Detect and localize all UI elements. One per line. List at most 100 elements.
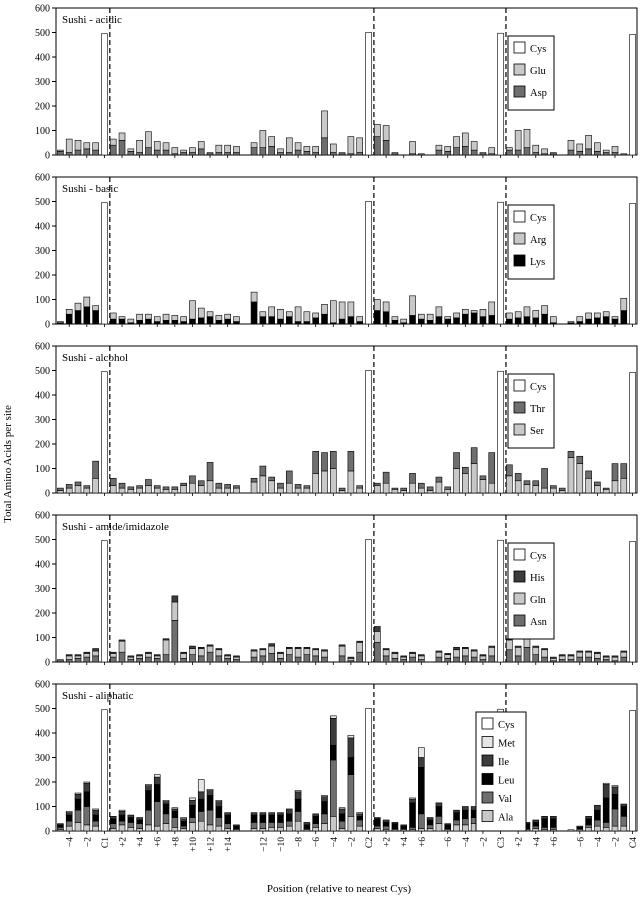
bar-ile--10 xyxy=(277,812,284,816)
bar-asn--3 xyxy=(470,656,478,663)
bar-thr--3 xyxy=(74,481,82,486)
bar-val-+5 xyxy=(409,827,416,831)
bar-ser-+3 xyxy=(127,489,135,494)
legend-swatch-met xyxy=(481,736,494,748)
legend-swatch-asn xyxy=(513,614,526,627)
bar-his-+4 xyxy=(400,655,408,658)
bar-gln-+1 xyxy=(506,639,513,651)
x-tick-label: +4 xyxy=(136,837,146,847)
bar-ser-+13 xyxy=(215,487,223,494)
bar-asp--1 xyxy=(356,152,363,156)
bar-ile--6 xyxy=(312,813,319,817)
bar-his--10 xyxy=(277,651,284,654)
bar-thr--2 xyxy=(611,463,619,482)
bar-thr--11 xyxy=(268,476,275,482)
bar-arg-+3 xyxy=(523,306,531,317)
y-tick-label: 400 xyxy=(35,222,50,233)
bar-thr-+9 xyxy=(180,482,187,486)
legend-swatch-val xyxy=(481,791,494,804)
bar-asn--4 xyxy=(65,659,73,663)
bar-arg-+6 xyxy=(418,313,425,320)
bar-met--3 xyxy=(602,782,610,785)
bar-ala-+13 xyxy=(215,825,223,832)
bar-glu--5 xyxy=(321,110,328,139)
bar-thr--5 xyxy=(321,452,328,472)
bar-lys-+5 xyxy=(145,318,152,325)
bar-thr--7 xyxy=(567,451,575,458)
bar-val-+8 xyxy=(171,817,179,828)
bar-glu--3 xyxy=(470,141,478,151)
bar-gln--7 xyxy=(435,651,443,658)
bar-lys--1 xyxy=(356,321,363,325)
y-tick-label: 400 xyxy=(35,53,50,64)
bar-gln--3 xyxy=(338,645,346,657)
bar-val--2 xyxy=(347,774,355,817)
bar-asn-+12 xyxy=(206,651,214,663)
bar-ala--1 xyxy=(620,825,628,832)
legend-swatch-gln xyxy=(513,592,526,605)
bar-his-+15 xyxy=(233,655,240,658)
bar-ile--3 xyxy=(338,808,346,815)
bar-asn-+9 xyxy=(180,658,187,663)
x-tick-label: +6 xyxy=(418,837,428,847)
bar-asp--5 xyxy=(585,148,592,156)
bar-ala-+14 xyxy=(224,828,231,832)
bar-his-+5 xyxy=(145,651,152,654)
bar-leu-+5 xyxy=(541,818,548,828)
y-tick-label: 100 xyxy=(35,126,50,137)
bar-lys--4 xyxy=(65,313,73,325)
bar-arg--3 xyxy=(74,302,82,311)
bar-val-+3 xyxy=(127,822,135,828)
x-tick-label: C3 xyxy=(497,837,507,848)
bar-ile--5 xyxy=(453,809,460,813)
legend-label-ile: Ile xyxy=(498,757,509,768)
y-tick-label: 600 xyxy=(35,680,50,691)
bar-asn-+3 xyxy=(127,659,135,663)
legend-label-thr: Thr xyxy=(530,404,546,415)
y-tick-label: 100 xyxy=(35,464,50,475)
y-tick-label: 0 xyxy=(45,320,50,331)
bar-his--1 xyxy=(356,640,363,643)
bar-asp--1 xyxy=(92,149,99,156)
bar-ala--4 xyxy=(594,825,601,832)
bar-val-+6 xyxy=(153,801,161,827)
bar-ser--1 xyxy=(92,477,99,494)
bar-met--2 xyxy=(611,785,619,788)
bar-val-+11 xyxy=(197,811,205,822)
bar-ser-+4 xyxy=(532,485,540,494)
bar-ser-+1 xyxy=(109,485,117,494)
bar-gln--6 xyxy=(312,649,319,657)
bar-leu--6 xyxy=(444,824,452,829)
bar-ala--2 xyxy=(347,815,355,832)
bar-gln-+6 xyxy=(418,655,425,660)
bar-lys-+6 xyxy=(153,321,161,325)
bar-his--4 xyxy=(462,646,469,649)
bar-gln-+3 xyxy=(391,653,399,659)
bar-asp--4 xyxy=(594,151,601,156)
y-tick-label: 200 xyxy=(35,102,50,113)
bar-val--4 xyxy=(462,818,469,826)
y-tick-label: 200 xyxy=(35,609,50,620)
bar-arg--8 xyxy=(294,306,302,322)
bar-ala--7 xyxy=(435,823,443,832)
bar-cys-C2 xyxy=(365,32,372,156)
bar-arg--2 xyxy=(83,296,91,308)
bar-leu--2 xyxy=(83,791,91,807)
bar-asp-+15 xyxy=(233,152,240,156)
bar-asp--4 xyxy=(330,152,337,156)
bar-val--2 xyxy=(611,808,619,827)
bar-lys-+11 xyxy=(197,317,205,325)
bar-gln--12 xyxy=(259,649,267,657)
bar-gln-+6 xyxy=(550,658,557,662)
bar-leu-+3 xyxy=(127,817,135,823)
bar-arg--9 xyxy=(285,311,293,317)
bar-met--8 xyxy=(294,790,302,793)
bar-ala-+1 xyxy=(374,828,381,832)
bar-thr--1 xyxy=(620,463,628,479)
bar-lys-+2 xyxy=(118,318,126,325)
bar-gln-+11 xyxy=(197,648,205,657)
bar-his-+1 xyxy=(374,626,381,632)
bar-cys-C1 xyxy=(101,540,108,663)
bar-glu--3 xyxy=(74,140,82,151)
legend-label-ala: Ala xyxy=(498,813,514,824)
